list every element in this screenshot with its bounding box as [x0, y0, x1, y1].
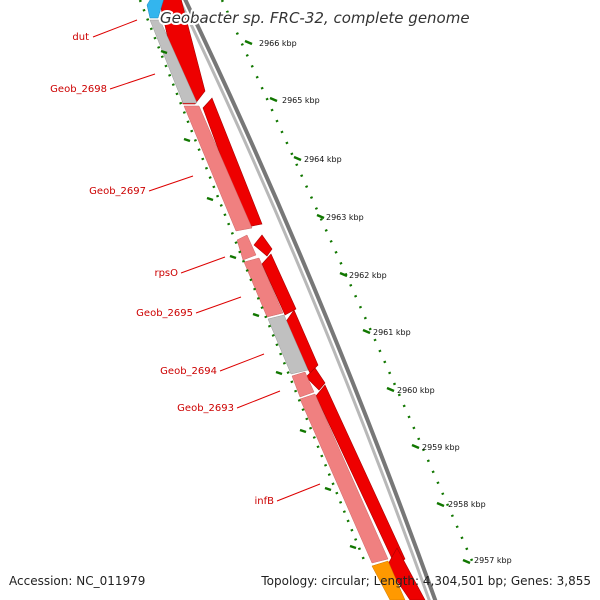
gene-label-geob-2693[interactable]: Geob_2693 [177, 403, 234, 414]
forward-gene-8 [386, 547, 426, 600]
tick-label: 2957 kbp [474, 556, 512, 565]
inner-tick-5 [252, 312, 260, 318]
gene-leader-lines [92, 19, 321, 502]
forward-strand-track [158, 0, 426, 600]
forward-gene-6 [305, 367, 326, 391]
hypothetical-gene-1 [149, 19, 198, 104]
leader-rpso [180, 256, 226, 274]
inner-tick-8 [324, 486, 332, 492]
reverse-gene-2693 [291, 371, 315, 398]
inner-tick-3 [206, 196, 214, 202]
forward-gene-7 [315, 384, 406, 566]
leader-geob-2694 [219, 353, 265, 372]
tick-mark-2958 [436, 501, 445, 508]
gene-labels: dut Geob_2698 Geob_2697 rpsO Geob_2695 G… [50, 32, 274, 507]
leader-dut [92, 19, 138, 38]
leader-geob-2693 [236, 390, 281, 409]
genome-backbone-outer [183, 0, 438, 600]
inner-tick-7 [299, 428, 307, 434]
inner-major-ticks [160, 49, 357, 550]
leader-geob-2695 [195, 296, 242, 314]
gene-label-geob-2694[interactable]: Geob_2694 [160, 366, 217, 377]
tick-mark-2961 [362, 328, 371, 335]
reverse-gene-infb [299, 393, 389, 564]
gene-label-geob-2697[interactable]: Geob_2697 [89, 186, 146, 197]
gene-label-geob-2698[interactable]: Geob_2698 [50, 84, 107, 95]
topology-text: Topology: circular; Length: 4,304,501 bp… [261, 574, 591, 588]
reverse-strand-track [146, 0, 406, 600]
tick-mark-2965 [269, 96, 278, 103]
tick-label: 2961 kbp [373, 328, 411, 337]
tick-label: 2963 kbp [326, 213, 364, 222]
tick-label: 2962 kbp [349, 271, 387, 280]
tick-mark-2962 [339, 271, 348, 278]
rrna-gene [371, 560, 406, 600]
tick-mark-2960 [386, 386, 395, 393]
leader-geob-2697 [148, 175, 194, 192]
reverse-gene-2697 [183, 105, 253, 232]
tick-label: 2965 kbp [282, 96, 320, 105]
leader-geob-2698 [109, 73, 156, 90]
hypothetical-gene-2694 [267, 314, 309, 375]
gene-label-geob-2695[interactable]: Geob_2695 [136, 308, 193, 319]
inner-tick-1 [160, 49, 168, 55]
accession-text: Accession: NC_011979 [9, 574, 146, 588]
tick-label: 2964 kbp [304, 155, 342, 164]
gene-label-infb[interactable]: infB [255, 496, 275, 507]
inner-tick-9 [349, 544, 357, 550]
inner-tick-2 [183, 137, 191, 143]
reverse-gene-rpso [236, 234, 257, 261]
tick-mark-2957 [462, 558, 471, 565]
genome-backbone-inner [177, 0, 431, 600]
inner-tick-4 [229, 254, 237, 260]
forward-gene-3 [253, 234, 273, 257]
tick-labels: 2966 kbp 2965 kbp 2964 kbp 2963 kbp 2962… [259, 39, 512, 565]
forward-gene-4 [261, 253, 297, 316]
trna-gene-dut [146, 0, 164, 19]
tick-label: 2958 kbp [448, 500, 486, 509]
gene-label-dut[interactable]: dut [72, 32, 89, 43]
tick-label: 2959 kbp [422, 443, 460, 452]
outer-major-ticks [244, 39, 471, 565]
inner-tick-ring [138, 0, 366, 561]
tick-mark-2959 [411, 443, 420, 450]
gene-label-rpso[interactable]: rpsO [154, 268, 178, 279]
tick-mark-2963 [316, 213, 325, 220]
inner-tick-6 [275, 370, 283, 376]
tick-mark-2966 [244, 39, 253, 46]
tick-label: 2960 kbp [397, 386, 435, 395]
leader-infb [276, 483, 321, 502]
map-title: Geobacter sp. FRC-32, complete genome [160, 9, 470, 27]
tick-mark-2964 [293, 155, 302, 162]
tick-label: 2966 kbp [259, 39, 297, 48]
